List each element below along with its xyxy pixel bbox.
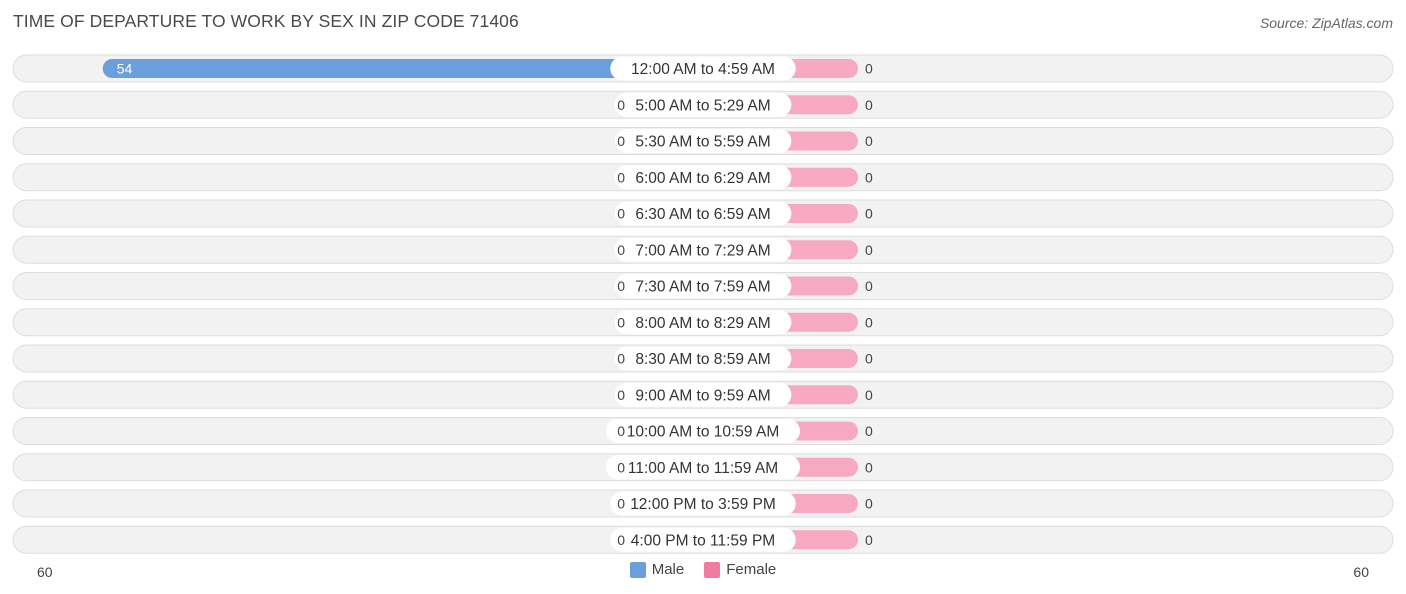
legend-item-male: Male — [629, 561, 685, 578]
male-value-label: 0 — [617, 169, 625, 185]
male-value-label: 0 — [617, 206, 625, 222]
category-label: 5:30 AM to 5:59 AM — [635, 134, 770, 151]
category-label-bg — [610, 491, 796, 516]
female-value-label: 0 — [865, 351, 873, 367]
female-value-label: 0 — [865, 496, 873, 512]
source-label: Source: ZipAtlas.com — [1259, 15, 1393, 31]
category-label: 12:00 AM to 4:59 AM — [631, 61, 775, 78]
category-label: 7:30 AM to 7:59 AM — [635, 279, 770, 296]
legend-swatch-female — [704, 561, 721, 578]
category-label-bg — [614, 165, 792, 190]
female-value-label: 0 — [865, 169, 873, 185]
category-label-bg — [614, 310, 792, 335]
legend-label-male: Male — [651, 561, 685, 578]
legend-label-female: Female — [726, 561, 777, 578]
category-label-bg — [610, 527, 796, 552]
category-label-bg — [614, 274, 792, 298]
category-label-bg — [606, 455, 800, 480]
category-label: 12:00 PM to 3:59 PM — [630, 496, 776, 513]
male-value-label: 0 — [617, 133, 625, 149]
female-value-label: 0 — [865, 133, 873, 149]
category-label: 8:00 AM to 8:29 AM — [635, 315, 770, 332]
category-label-bg — [614, 201, 792, 226]
category-label: 4:00 PM to 11:59 PM — [631, 532, 775, 549]
female-value-label: 0 — [865, 61, 873, 77]
male-value-label: 0 — [617, 423, 625, 439]
male-value-label: 0 — [617, 242, 625, 258]
female-value-label: 0 — [865, 206, 873, 222]
axis-label-right: 60 — [1353, 564, 1369, 580]
category-label-bg — [614, 346, 792, 371]
category-label-bg — [614, 129, 792, 153]
category-label: 6:00 AM to 6:29 AM — [635, 170, 770, 187]
axis-label-left: 60 — [37, 564, 53, 580]
female-value-label: 0 — [865, 387, 873, 403]
legend-swatch-male — [629, 561, 646, 578]
male-value-label: 0 — [617, 97, 625, 113]
category-label-bg — [610, 56, 796, 81]
female-value-label: 0 — [865, 459, 873, 475]
category-label: 7:00 AM to 7:29 AM — [635, 242, 770, 259]
category-label: 9:00 AM to 9:59 AM — [635, 387, 770, 404]
male-value-label: 0 — [617, 496, 625, 512]
male-value-label: 0 — [617, 351, 625, 367]
legend-item-female: Female — [704, 561, 776, 578]
category-label: 10:00 AM to 10:59 AM — [627, 424, 780, 441]
category-label: 6:30 AM to 6:59 AM — [635, 206, 770, 223]
male-value-label: 0 — [617, 387, 625, 403]
female-value-label: 0 — [865, 278, 873, 294]
female-value-label: 0 — [865, 532, 873, 548]
category-label: 5:00 AM to 5:29 AM — [635, 97, 770, 114]
male-value-label: 0 — [617, 278, 625, 294]
male-bar — [102, 59, 703, 78]
male-value-label: 54 — [117, 61, 133, 77]
category-label-bg — [614, 237, 792, 262]
male-value-label: 0 — [617, 314, 625, 330]
female-value-label: 0 — [865, 97, 873, 113]
category-label: 11:00 AM to 11:59 AM — [628, 460, 778, 477]
male-value-label: 0 — [617, 459, 625, 475]
category-label-bg — [614, 382, 792, 407]
category-label-bg — [606, 419, 800, 443]
chart-title: TIME OF DEPARTURE TO WORK BY SEX IN ZIP … — [13, 11, 519, 31]
category-label: 8:30 AM to 8:59 AM — [635, 351, 770, 368]
category-label-bg — [614, 92, 792, 117]
female-value-label: 0 — [865, 314, 873, 330]
female-value-label: 0 — [865, 242, 873, 258]
legend: Male Female — [0, 561, 1406, 578]
male-value-label: 0 — [617, 532, 625, 548]
female-value-label: 0 — [865, 423, 873, 439]
